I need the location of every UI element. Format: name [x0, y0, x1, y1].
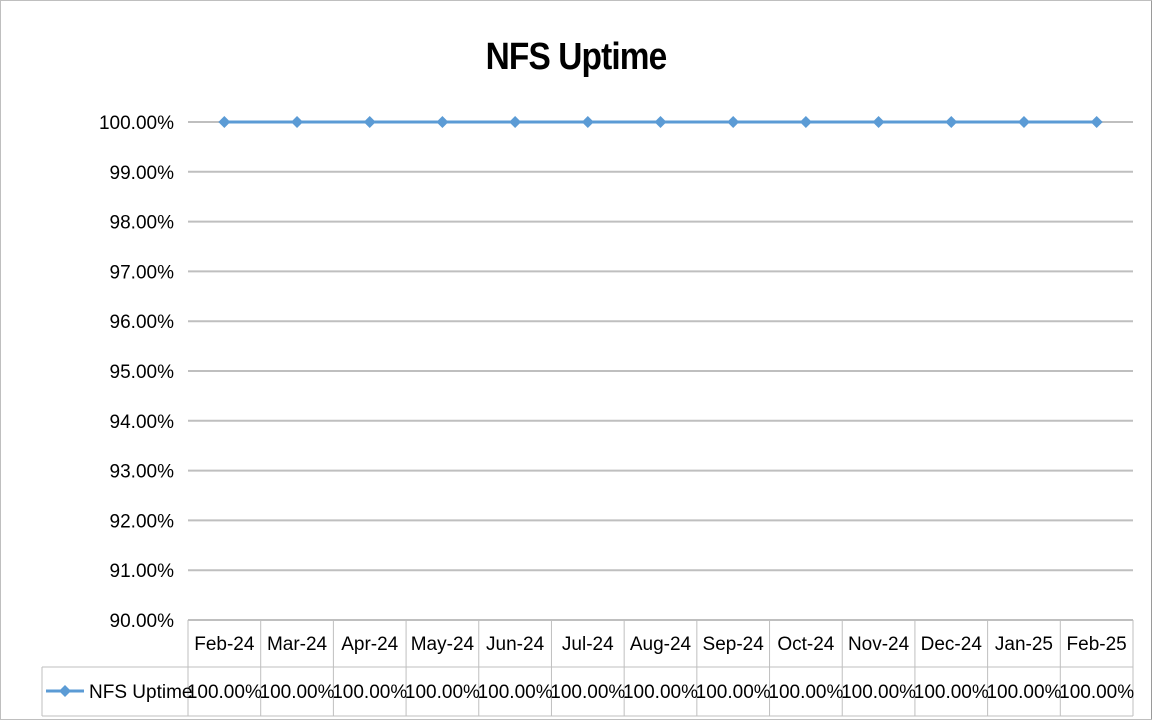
gridlines — [188, 121, 1133, 621]
data-table-cell: 100.00% — [187, 682, 262, 703]
x-tick-label: Jan-25 — [995, 634, 1053, 655]
x-tick-label: Jul-24 — [562, 634, 614, 655]
x-tick-label: Dec-24 — [921, 634, 983, 655]
x-tick-label: Feb-24 — [194, 634, 255, 655]
y-tick-label: 93.00% — [110, 462, 175, 483]
y-tick-label: 94.00% — [110, 412, 175, 433]
data-point — [872, 116, 885, 128]
y-tick-label: 96.00% — [110, 312, 175, 333]
y-tick-label: 92.00% — [110, 511, 175, 532]
data-table-cell: 100.00% — [478, 682, 553, 703]
y-axis-tick-labels: 90.00% 91.00% 92.00% 93.00% 94.00% 95.00% 96.0… — [99, 113, 174, 632]
data-point — [945, 116, 958, 128]
data-point — [727, 116, 740, 128]
data-point — [1090, 116, 1103, 128]
x-tick-label: Nov-24 — [848, 634, 910, 655]
data-table-cell: 100.00% — [550, 682, 625, 703]
data-table-cell: 100.00% — [405, 682, 480, 703]
series-nfs-uptime — [218, 116, 1103, 128]
x-tick-label: Feb-25 — [1067, 634, 1127, 655]
legend-label: NFS Uptime — [89, 682, 192, 703]
data-table-cell: 100.00% — [768, 682, 843, 703]
y-tick-label: 97.00% — [110, 262, 175, 283]
data-point — [291, 116, 304, 128]
data-point — [654, 116, 667, 128]
data-point — [218, 116, 231, 128]
legend-marker — [59, 685, 71, 697]
data-table-cell: 100.00% — [623, 682, 698, 703]
data-table-cell: 100.00% — [696, 682, 771, 703]
data-table-cell: 100.00% — [332, 682, 407, 703]
x-tick-label: Sep-24 — [703, 634, 765, 655]
x-tick-label: Oct-24 — [777, 634, 834, 655]
data-point — [581, 116, 594, 128]
data-table: Feb-24 Mar-24 Apr-24 May-24 Jun-24 Jul-24 Aug-… — [41, 620, 1134, 717]
data-point — [799, 116, 812, 128]
x-tick-label: Mar-24 — [267, 634, 328, 655]
data-table-cell: 100.00% — [986, 682, 1061, 703]
data-table-cell: 100.00% — [914, 682, 989, 703]
y-tick-label: 91.00% — [110, 561, 175, 582]
y-tick-label: 99.00% — [110, 163, 175, 184]
chart-title: NFS Uptime — [485, 36, 668, 78]
data-table-cell: 100.00% — [260, 682, 335, 703]
data-table-cell: 100.00% — [841, 682, 916, 703]
x-tick-label: May-24 — [411, 634, 475, 655]
x-tick-label: Apr-24 — [341, 634, 398, 655]
y-tick-label: 100.00% — [99, 113, 174, 134]
y-tick-label: 98.00% — [110, 213, 175, 234]
x-tick-label: Aug-24 — [630, 634, 692, 655]
y-tick-label: 95.00% — [110, 362, 175, 383]
y-tick-label: 90.00% — [110, 611, 175, 632]
data-table-cell: 100.00% — [1059, 682, 1134, 703]
data-point — [436, 116, 449, 128]
data-point — [509, 116, 522, 128]
x-tick-label: Jun-24 — [486, 634, 545, 655]
data-point — [363, 116, 376, 128]
data-point — [1017, 116, 1030, 128]
